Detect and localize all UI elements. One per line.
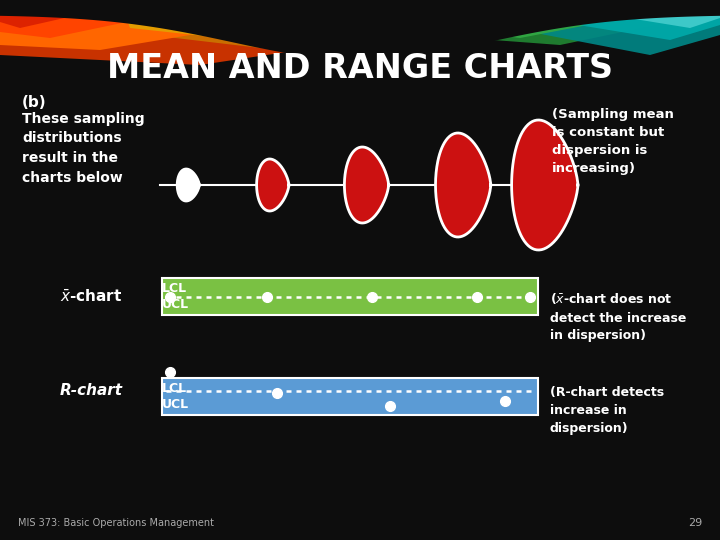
Text: 29: 29 [688, 518, 702, 528]
Polygon shape [560, 0, 720, 40]
Polygon shape [512, 120, 578, 250]
Polygon shape [0, 0, 100, 28]
Polygon shape [0, 0, 280, 50]
Text: R-chart: R-chart [60, 383, 123, 399]
Text: MEAN AND RANGE CHARTS: MEAN AND RANGE CHARTS [107, 51, 613, 84]
Polygon shape [520, 0, 720, 55]
Polygon shape [436, 133, 491, 237]
Polygon shape [177, 169, 199, 201]
Polygon shape [0, 0, 160, 38]
Text: (Sampling mean
is constant but
dispersion is
increasing): (Sampling mean is constant but dispersio… [552, 108, 674, 175]
Text: (b): (b) [22, 95, 47, 110]
Text: UCL: UCL [162, 298, 189, 311]
Text: UCL: UCL [162, 398, 189, 411]
Polygon shape [256, 159, 289, 211]
FancyBboxPatch shape [162, 278, 538, 315]
Polygon shape [610, 0, 720, 28]
FancyBboxPatch shape [162, 378, 538, 415]
Text: ($\bar{x}$-chart does not
detect the increase
in dispersion): ($\bar{x}$-chart does not detect the inc… [550, 292, 686, 342]
Polygon shape [0, 0, 400, 65]
Text: $\bar{x}$-chart: $\bar{x}$-chart [60, 288, 122, 305]
Text: LCL: LCL [162, 282, 187, 295]
Text: LCL: LCL [162, 382, 187, 395]
Polygon shape [360, 0, 680, 45]
Text: These sampling
distributions
result in the
charts below: These sampling distributions result in t… [22, 112, 145, 185]
Text: (R-chart detects
increase in
dispersion): (R-chart detects increase in dispersion) [550, 386, 664, 435]
Polygon shape [100, 0, 480, 55]
Polygon shape [344, 147, 389, 223]
Polygon shape [390, 0, 640, 38]
Text: MIS 373: Basic Operations Management: MIS 373: Basic Operations Management [18, 518, 214, 528]
Polygon shape [120, 0, 420, 42]
Polygon shape [0, 0, 720, 60]
